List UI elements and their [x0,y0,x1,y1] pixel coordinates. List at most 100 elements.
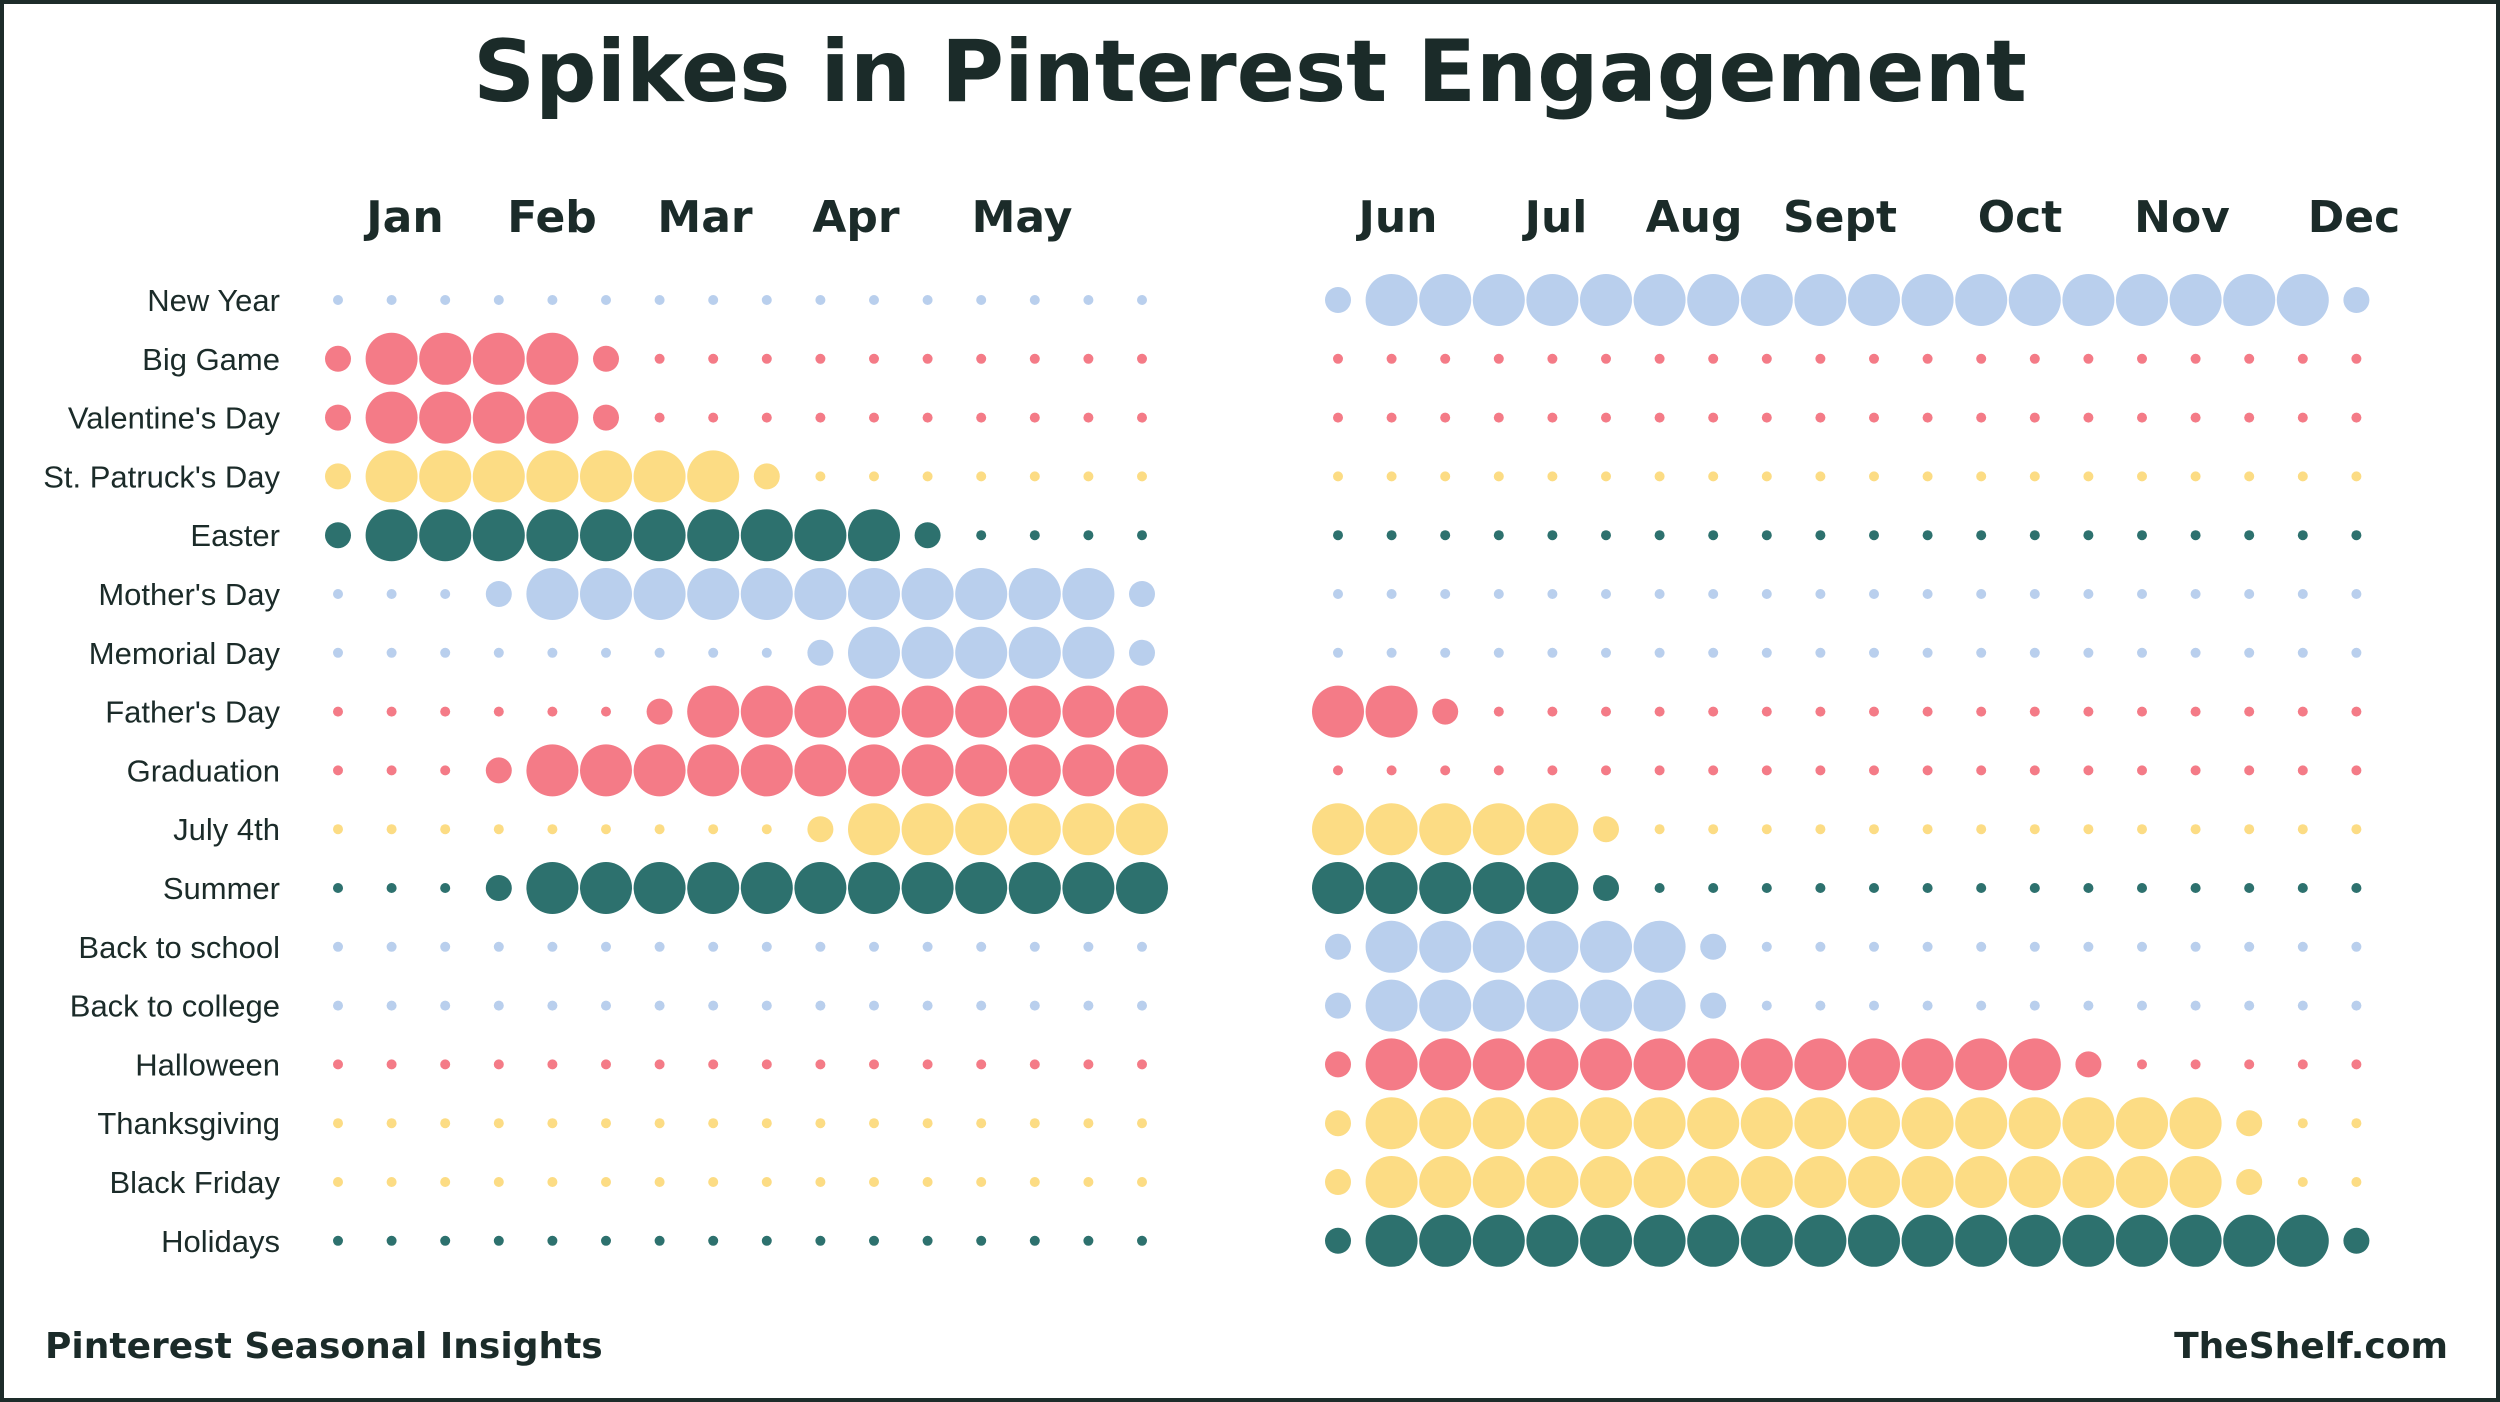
dot-big-game-right-18 [2297,353,2308,364]
dot-big-game-left-11 [922,353,933,364]
dot-black-friday-left-0 [333,1177,343,1187]
dot-thanksgiving-right-19 [2351,1118,2362,1129]
dot-back-to-college-left-14 [1083,1000,1094,1011]
dot-july-4th-left-12 [955,803,1008,856]
dot-holidays-right-16 [2169,1214,2222,1267]
dot-july-4th-left-13 [1008,803,1061,856]
dot-july-4th-right-14 [2083,824,2094,835]
row-label-valentine-s-day: Valentine's Day [68,401,281,436]
dot-halloween-left-9 [815,1059,826,1070]
dot-halloween-left-3 [493,1059,504,1070]
dot-st-patruck-s-day-left-7 [687,450,740,503]
dot-memorial-day-left-1 [386,647,397,658]
dot-summer-left-7 [687,862,740,914]
dot-thanksgiving-right-10 [1848,1097,1900,1150]
dot-back-to-college-right-13 [2029,1000,2040,1011]
dot-holidays-right-10 [1848,1214,1900,1267]
dot-graduation-right-3 [1493,765,1504,776]
dot-graduation-right-6 [1654,765,1665,776]
dot-easter-left-13 [1029,530,1040,541]
dot-back-to-college-left-4 [547,1000,558,1011]
month-label-nov: Nov [2134,192,2230,243]
dot-holidays-left-0 [333,1235,343,1246]
dot-holidays-right-3 [1472,1214,1525,1267]
dot-summer-left-2 [440,883,451,893]
dot-father-s-day-right-7 [1708,706,1719,717]
dot-black-friday-left-7 [708,1177,719,1187]
dot-back-to-college-right-17 [2244,1000,2255,1011]
row-label-summer: Summer [163,871,280,906]
dot-mother-s-day-right-7 [1708,589,1719,599]
dot-back-to-school-right-17 [2244,941,2255,952]
dot-father-s-day-right-10 [1869,706,1879,717]
dot-st-patruck-s-day-left-3 [472,450,525,503]
dot-back-to-school-left-8 [761,941,772,952]
dot-big-game-left-10 [869,353,879,364]
dot-father-s-day-right-0 [1312,685,1364,738]
dot-thanksgiving-right-13 [2008,1097,2061,1150]
dot-big-game-right-9 [1815,353,1826,364]
dot-easter-right-8 [1761,530,1772,541]
dot-mother-s-day-right-0 [1333,589,1343,599]
dot-memorial-day-left-10 [848,626,900,679]
dot-july-4th-left-6 [654,824,665,835]
dot-valentine-s-day-right-4 [1547,412,1558,423]
dot-back-to-school-left-0 [333,941,343,952]
dot-black-friday-right-17 [2236,1169,2263,1195]
dot-back-to-school-left-6 [654,941,665,952]
dot-st-patruck-s-day-right-8 [1761,471,1772,482]
dot-summer-right-18 [2297,883,2308,893]
dot-father-s-day-right-6 [1654,706,1665,717]
dot-summer-right-8 [1761,883,1772,893]
dot-july-4th-left-0 [333,824,343,835]
dot-halloween-right-7 [1687,1038,1740,1091]
dot-graduation-right-10 [1869,765,1879,776]
row-label-mother-s-day: Mother's Day [98,577,280,612]
dot-back-to-college-left-1 [386,1000,397,1011]
dot-father-s-day-left-3 [493,706,504,717]
month-label-jun: Jun [1355,192,1437,243]
dot-back-to-college-right-11 [1922,1000,1933,1011]
dot-graduation-right-1 [1386,765,1397,776]
dot-thanksgiving-left-9 [815,1118,826,1129]
dot-summer-right-17 [2244,883,2255,893]
dot-father-s-day-right-3 [1493,706,1504,717]
dot-easter-left-7 [687,509,740,562]
dot-st-patruck-s-day-left-2 [419,450,472,503]
dot-valentine-s-day-right-13 [2029,412,2040,423]
dot-st-patruck-s-day-right-12 [1976,471,1987,482]
dot-st-patruck-s-day-left-13 [1029,471,1040,482]
dot-back-to-school-right-5 [1580,920,1632,973]
dot-summer-right-12 [1976,883,1987,893]
dot-st-patruck-s-day-right-14 [2083,471,2094,482]
dot-st-patruck-s-day-left-14 [1083,471,1094,482]
dot-halloween-right-19 [2351,1059,2362,1070]
dot-st-patruck-s-day-left-1 [365,450,418,503]
dot-summer-right-2 [1419,862,1472,914]
dot-big-game-left-15 [1137,353,1147,364]
dot-back-to-college-right-3 [1472,979,1525,1032]
dot-holidays-left-11 [922,1235,933,1246]
dot-new-year-left-15 [1137,295,1147,305]
dot-new-year-right-5 [1580,274,1632,326]
dot-father-s-day-left-11 [901,685,954,738]
dot-july-4th-left-1 [386,824,397,835]
dot-graduation-right-15 [2137,765,2147,776]
dot-st-patruck-s-day-right-2 [1440,471,1451,482]
dot-father-s-day-left-13 [1008,685,1061,738]
dot-memorial-day-left-15 [1129,639,1155,666]
dot-black-friday-left-11 [922,1177,933,1187]
dot-july-4th-right-12 [1976,824,1987,835]
dot-big-game-left-8 [761,353,772,364]
dot-valentine-s-day-right-19 [2351,412,2362,423]
dot-father-s-day-left-10 [848,685,900,738]
dot-thanksgiving-left-6 [654,1118,665,1129]
dot-summer-left-4 [526,862,579,914]
dot-summer-left-3 [485,875,512,901]
dot-big-game-right-6 [1654,353,1665,364]
dot-holidays-left-1 [386,1235,397,1246]
dot-holidays-right-17 [2223,1214,2276,1267]
dot-easter-left-2 [419,509,472,562]
dot-mother-s-day-right-3 [1493,589,1504,599]
